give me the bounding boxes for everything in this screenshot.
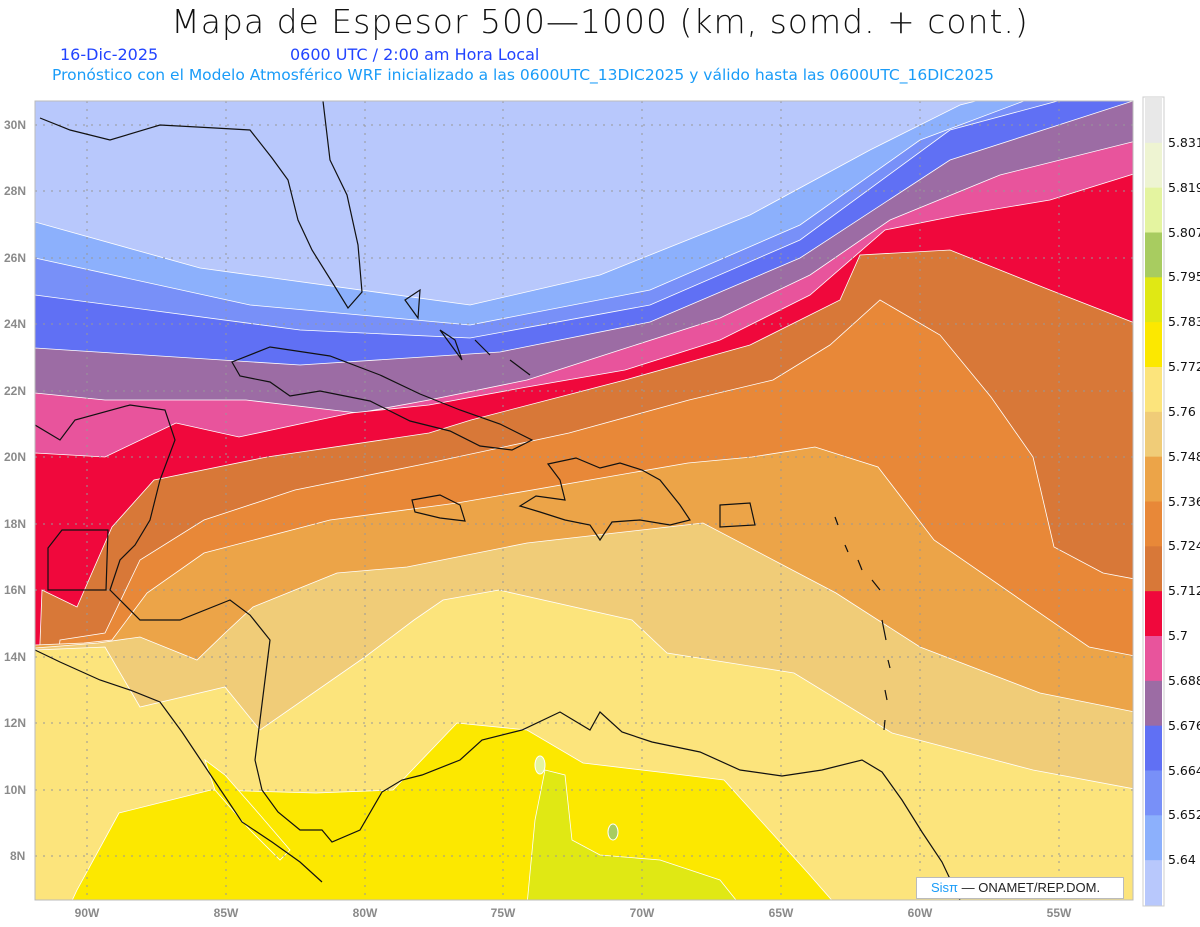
lon-label: 60W (908, 906, 933, 920)
grid-lines (35, 101, 1133, 900)
colorbar-label: 5.724 (1168, 538, 1200, 554)
colorbar-swatch (1145, 636, 1162, 682)
colorbar-swatch (1145, 411, 1162, 458)
coast-florida (39, 101, 363, 310)
lat-label: 22N (4, 384, 26, 398)
lon-label: 75W (491, 906, 516, 920)
lat-label: 16N (4, 583, 26, 597)
lat-label: 18N (4, 517, 26, 531)
map-frame (34, 100, 1134, 901)
colorbar (1142, 96, 1165, 907)
colorbar-swatch (1145, 546, 1162, 592)
coast-jamaica (411, 494, 466, 522)
colorbar-label: 5.676 (1168, 717, 1200, 733)
colorbar-label: 5.664 (1168, 762, 1200, 778)
lat-label: 20N (4, 450, 26, 464)
colorbar-swatch (1145, 725, 1162, 771)
coast-pacific (35, 649, 323, 883)
lon-label: 90W (75, 906, 100, 920)
band-5.795-b (607, 823, 619, 841)
colorbar-label: 5.76 (1168, 403, 1196, 419)
colorbar-swatch (1145, 187, 1162, 233)
colorbar-label: 5.783 (1168, 314, 1200, 330)
colorbar-swatch (1145, 322, 1162, 368)
colorbar-label: 5.772 (1168, 359, 1200, 374)
lat-label: 28N (4, 184, 26, 198)
coast-bahamas (404, 288, 531, 376)
forecast-info: Pronóstico con el Modelo Atmosférico WRF… (52, 66, 994, 84)
lat-label: 14N (4, 650, 26, 664)
credit-box: Sisπ — ONAMET/REP.DOM. (916, 877, 1124, 899)
colorbar-swatch (1145, 98, 1162, 144)
coastlines (35, 101, 961, 900)
band-5.783 (527, 769, 737, 900)
colorbar-label: 5.688 (1168, 672, 1200, 688)
lon-label: 55W (1047, 906, 1072, 920)
lat-label: 12N (4, 716, 26, 730)
colorbar-swatch (1145, 860, 1162, 906)
colorbar-swatch (1145, 456, 1162, 502)
forecast-date: 16-Dic-2025 (60, 45, 159, 64)
coast-belize-guatemala (47, 529, 109, 591)
lon-label: 70W (630, 906, 655, 920)
lon-label: 85W (214, 906, 239, 920)
colorbar-swatch (1145, 142, 1162, 189)
lon-label: 80W (353, 906, 378, 920)
forecast-time: 0600 UTC / 2:00 am Hora Local (290, 45, 540, 64)
colorbar-label: 5.807 (1168, 224, 1200, 240)
colorbar-label: 5.64 (1168, 852, 1196, 868)
credit-text: — ONAMET/REP.DOM. (961, 880, 1101, 895)
lat-label: 10N (4, 783, 26, 797)
coast-lesser-antilles (834, 516, 891, 731)
band-5.795 (534, 755, 546, 775)
colorbar-label: 5.652 (1168, 807, 1200, 823)
lon-axis-labels: 90W 85W 80W 75W 70W 65W 60W 55W (75, 906, 1072, 920)
lat-label: 24N (4, 317, 26, 331)
colorbar-label: 5.831 (1168, 134, 1200, 150)
lat-label: 8N (10, 849, 25, 863)
band-5.772 (71, 722, 833, 900)
coast-puerto-rico (719, 502, 756, 528)
sispi-logo: Sisπ (931, 880, 959, 895)
colorbar-swatch (1145, 232, 1162, 278)
colorbar-label: 5.736 (1168, 493, 1200, 509)
colorbar-swatch (1145, 277, 1162, 323)
colorbar-label: 5.748 (1168, 448, 1200, 464)
colorbar-label: 5.7 (1168, 628, 1188, 643)
colorbar-swatch (1145, 770, 1162, 816)
colorbar-swatch (1145, 680, 1162, 727)
lat-label: 30N (4, 118, 26, 132)
coast-hispaniola (518, 457, 691, 542)
map-title: Mapa de Espesor 500—1000 (km, somd. + co… (171, 2, 1029, 41)
lon-label: 65W (769, 906, 794, 920)
lat-axis-labels: 30N 28N 26N 24N 22N 20N 18N 16N 14N 12N … (4, 118, 26, 863)
colorbar-swatch (1145, 367, 1162, 413)
colorbar-swatch (1145, 815, 1162, 861)
thickness-bands (35, 101, 1133, 900)
coast-cuba (231, 346, 534, 451)
colorbar-swatch (1145, 591, 1162, 637)
colorbar-label: 5.819 (1168, 179, 1200, 195)
lat-label: 26N (4, 251, 26, 265)
colorbar-swatch (1145, 501, 1162, 547)
coast-yucatan-central-america (35, 404, 961, 900)
band-5.772-pacific (204, 758, 291, 861)
colorbar-label: 5.795 (1168, 269, 1200, 285)
colorbar-label: 5.712 (1168, 583, 1200, 599)
